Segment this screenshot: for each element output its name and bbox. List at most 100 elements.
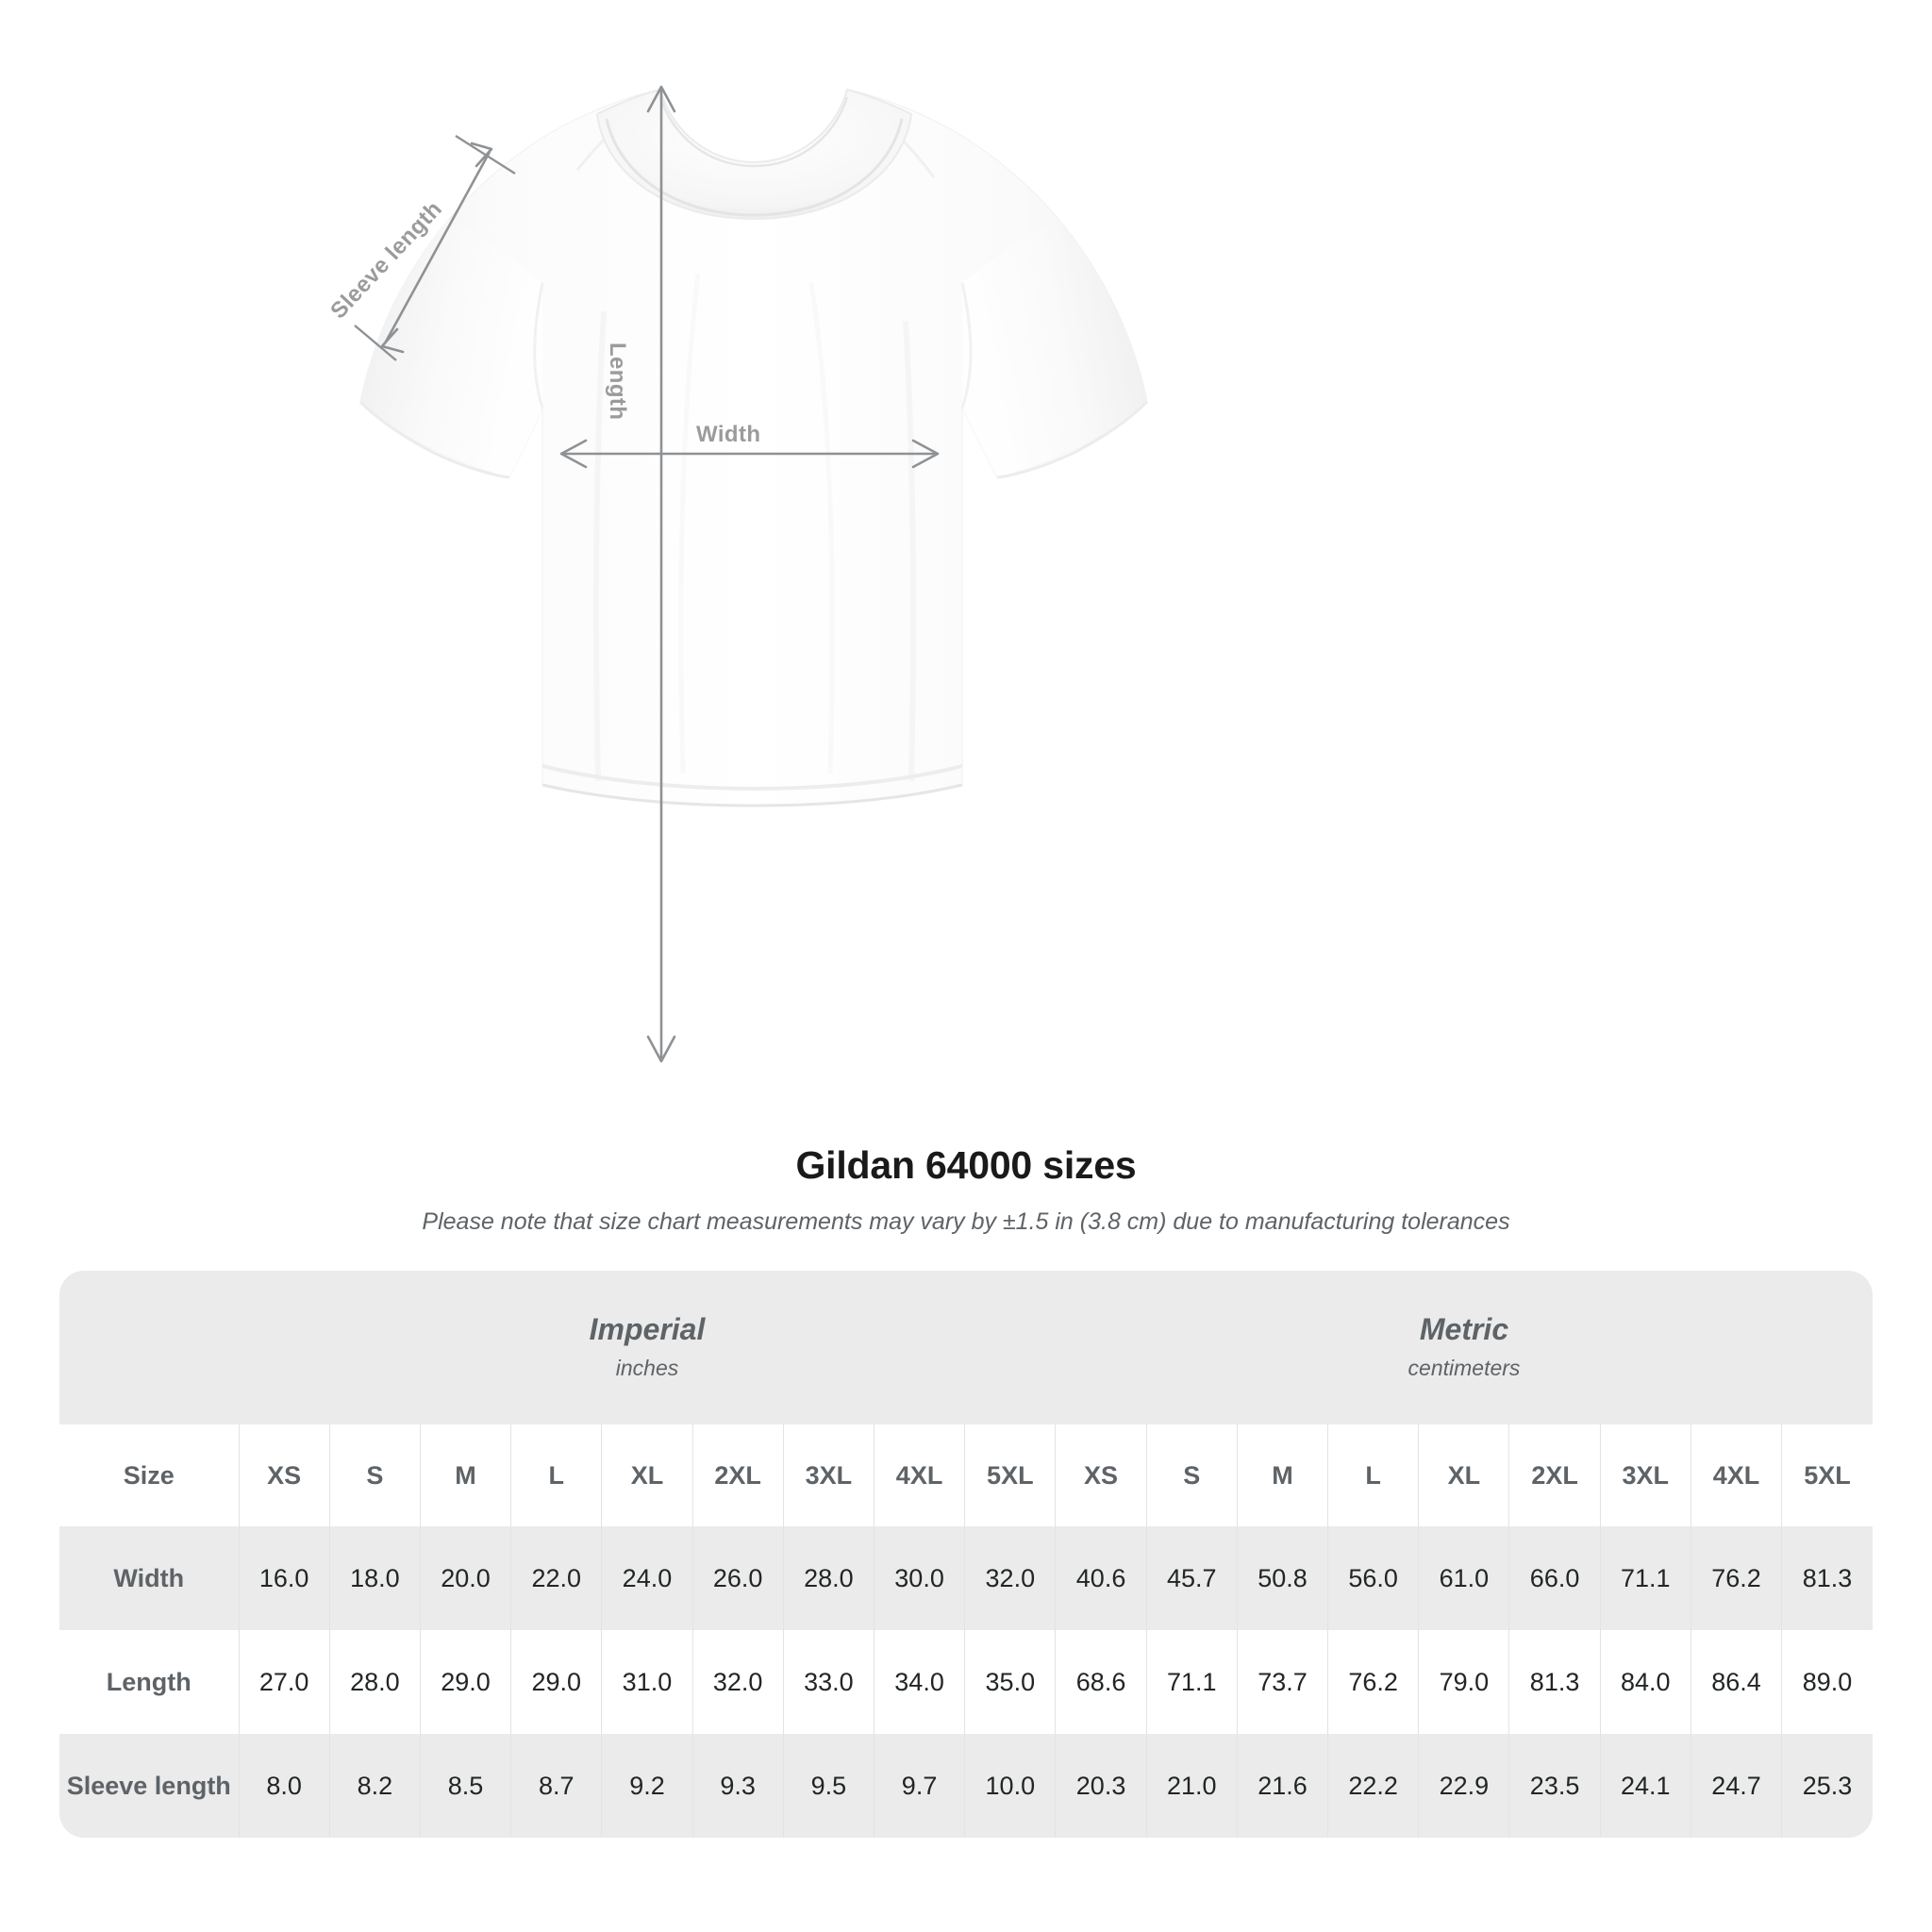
cell-metric-5xl: 89.0 xyxy=(1781,1630,1873,1734)
table-row: Length 27.0 28.0 29.0 29.0 31.0 32.0 33.0 34.0 35… xyxy=(59,1630,1873,1734)
size-table: Imperial inches Metric centimeters Size XS S M L… xyxy=(59,1271,1873,1838)
cell-metric-xs: 40.6 xyxy=(1055,1526,1147,1630)
unit-group-unit: inches xyxy=(615,1355,679,1380)
tshirt-illustration xyxy=(354,85,1149,1063)
size-header-cell-3xl: 3XL xyxy=(782,1424,874,1526)
cell-metric-3xl: 24.1 xyxy=(1599,1734,1691,1838)
cell-imperial-s: 8.2 xyxy=(328,1734,421,1838)
cell-metric-s: 71.1 xyxy=(1145,1630,1238,1734)
cell-imperial-5xl: 32.0 xyxy=(964,1526,1056,1630)
unit-group-name: Metric xyxy=(1419,1312,1509,1347)
cell-metric-s: 45.7 xyxy=(1145,1526,1238,1630)
cell-imperial-4xl: 30.0 xyxy=(873,1526,965,1630)
cell-imperial-s: 28.0 xyxy=(328,1630,421,1734)
table-corner-spacer xyxy=(59,1271,240,1424)
cell-metric-l: 56.0 xyxy=(1327,1526,1419,1630)
cell-imperial-4xl: 34.0 xyxy=(873,1630,965,1734)
size-header-cell-m: M xyxy=(1236,1424,1328,1526)
length-annotation-label: Length xyxy=(605,342,630,421)
garment-shape xyxy=(358,88,1149,808)
cell-metric-3xl: 71.1 xyxy=(1599,1526,1691,1630)
cell-imperial-m: 29.0 xyxy=(419,1630,511,1734)
unit-group-name: Imperial xyxy=(589,1312,706,1347)
size-header-cell-4xl: 4XL xyxy=(1690,1424,1782,1526)
table-row: Sleeve length 8.0 8.2 8.5 8.7 9.2 9.3 9.5 9.7 10.… xyxy=(59,1734,1873,1838)
width-dimension-line xyxy=(559,439,940,469)
size-header-label: Size xyxy=(59,1424,240,1526)
cell-imperial-l: 29.0 xyxy=(510,1630,602,1734)
size-header-cell-xs: XS xyxy=(238,1424,330,1526)
size-header-cell-4xl: 4XL xyxy=(873,1424,965,1526)
cell-imperial-5xl: 10.0 xyxy=(964,1734,1056,1838)
row-label-sleeve-length: Sleeve length xyxy=(59,1734,240,1838)
cell-metric-xl: 22.9 xyxy=(1418,1734,1509,1838)
cell-imperial-xl: 24.0 xyxy=(601,1526,693,1630)
page-title: Gildan 64000 sizes xyxy=(795,1143,1137,1187)
sleeve-length-dimension-line xyxy=(354,134,516,361)
width-annotation-label: Width xyxy=(696,422,761,447)
cell-imperial-3xl: 9.5 xyxy=(782,1734,874,1838)
cell-metric-2xl: 23.5 xyxy=(1508,1734,1601,1838)
unit-group-header-imperial: Imperial inches xyxy=(239,1271,1056,1424)
size-header-cell-2xl: 2XL xyxy=(691,1424,784,1526)
cell-metric-4xl: 86.4 xyxy=(1690,1630,1782,1734)
size-header-cell-xl: XL xyxy=(601,1424,693,1526)
cell-metric-2xl: 81.3 xyxy=(1508,1630,1601,1734)
cell-imperial-2xl: 32.0 xyxy=(691,1630,784,1734)
size-header-cell-s: S xyxy=(1145,1424,1238,1526)
dimension-lines xyxy=(354,85,940,1063)
cell-metric-4xl: 24.7 xyxy=(1690,1734,1782,1838)
cell-metric-l: 76.2 xyxy=(1327,1630,1419,1734)
cell-metric-xl: 61.0 xyxy=(1418,1526,1509,1630)
tshirt-diagram: Sleeve length Length Width xyxy=(325,85,1149,1063)
cell-imperial-5xl: 35.0 xyxy=(964,1630,1056,1734)
cell-metric-5xl: 25.3 xyxy=(1781,1734,1873,1838)
size-header-cell-5xl: 5XL xyxy=(1781,1424,1873,1526)
row-label-width: Width xyxy=(59,1526,240,1630)
tolerance-note: Please note that size chart measurements… xyxy=(422,1208,1510,1235)
row-label-length: Length xyxy=(59,1630,240,1734)
cell-imperial-3xl: 33.0 xyxy=(782,1630,874,1734)
cell-metric-xl: 79.0 xyxy=(1418,1630,1509,1734)
cell-imperial-2xl: 26.0 xyxy=(691,1526,784,1630)
cell-metric-m: 21.6 xyxy=(1236,1734,1328,1838)
size-header-cell-l: L xyxy=(510,1424,602,1526)
cell-metric-3xl: 84.0 xyxy=(1599,1630,1691,1734)
cell-imperial-l: 22.0 xyxy=(510,1526,602,1630)
size-table-container: Imperial inches Metric centimeters Size XS S M L… xyxy=(59,1271,1873,1838)
cell-imperial-xs: 8.0 xyxy=(238,1734,330,1838)
cell-imperial-3xl: 28.0 xyxy=(782,1526,874,1630)
cell-metric-m: 50.8 xyxy=(1236,1526,1328,1630)
cell-imperial-xl: 31.0 xyxy=(601,1630,693,1734)
cell-imperial-xs: 27.0 xyxy=(238,1630,330,1734)
cell-metric-4xl: 76.2 xyxy=(1690,1526,1782,1630)
heading-block: Gildan 64000 sizes Please note that size… xyxy=(0,1143,1932,1236)
cell-imperial-l: 8.7 xyxy=(510,1734,602,1838)
size-header-row: Size XS S M L XL 2XL 3XL 4XL 5XL XS S M L XL 2XL 3XL 4XL 5… xyxy=(59,1424,1873,1526)
cell-imperial-2xl: 9.3 xyxy=(691,1734,784,1838)
cell-imperial-m: 20.0 xyxy=(419,1526,511,1630)
unit-group-unit: centimeters xyxy=(1407,1355,1521,1380)
table-row: Width 16.0 18.0 20.0 22.0 24.0 26.0 28.0 30.0 32.… xyxy=(59,1526,1873,1630)
size-header-cell-m: M xyxy=(419,1424,511,1526)
cell-metric-5xl: 81.3 xyxy=(1781,1526,1873,1630)
cell-imperial-xl: 9.2 xyxy=(601,1734,693,1838)
cell-imperial-xs: 16.0 xyxy=(238,1526,330,1630)
cell-imperial-4xl: 9.7 xyxy=(873,1734,965,1838)
size-header-cell-xl: XL xyxy=(1418,1424,1509,1526)
cell-metric-s: 21.0 xyxy=(1145,1734,1238,1838)
cell-imperial-s: 18.0 xyxy=(328,1526,421,1630)
unit-group-header-metric: Metric centimeters xyxy=(1055,1271,1873,1424)
cell-metric-xs: 20.3 xyxy=(1055,1734,1147,1838)
cell-metric-2xl: 66.0 xyxy=(1508,1526,1601,1630)
cell-metric-l: 22.2 xyxy=(1327,1734,1419,1838)
unit-group-header-row: Imperial inches Metric centimeters xyxy=(59,1271,1873,1424)
length-dimension-line xyxy=(646,85,676,1063)
cell-metric-xs: 68.6 xyxy=(1055,1630,1147,1734)
size-header-cell-s: S xyxy=(328,1424,421,1526)
cell-metric-m: 73.7 xyxy=(1236,1630,1328,1734)
cell-imperial-m: 8.5 xyxy=(419,1734,511,1838)
size-header-cell-2xl: 2XL xyxy=(1508,1424,1601,1526)
size-header-cell-3xl: 3XL xyxy=(1599,1424,1691,1526)
